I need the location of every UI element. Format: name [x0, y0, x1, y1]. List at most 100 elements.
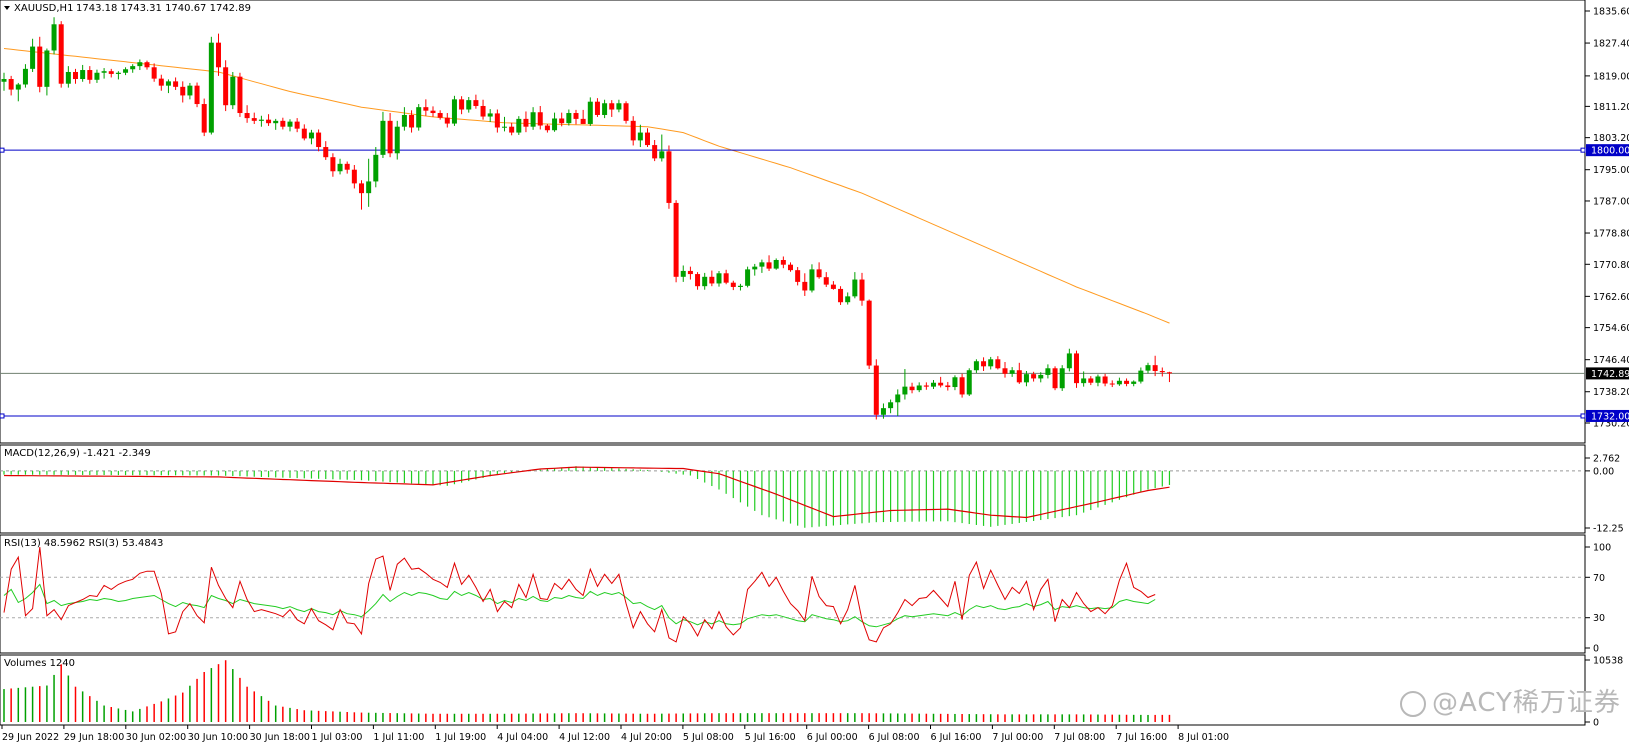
candle-body: [223, 67, 229, 106]
candle-body: [351, 169, 357, 184]
candle-body: [773, 259, 779, 269]
time-tick-label: 6 Jul 00:00: [807, 732, 858, 743]
candle-body: [537, 112, 543, 126]
candle-body: [938, 382, 944, 386]
candle-body: [630, 120, 636, 141]
candle-body: [108, 71, 114, 74]
candle-body: [451, 99, 457, 124]
candle-body: [137, 62, 143, 67]
candle-body: [151, 67, 157, 79]
time-axis: 29 Jun 2022 29 Jun 18:00 30 Jun 02:00 30 Ju…: [1, 725, 1229, 743]
candle-body: [1081, 378, 1087, 384]
candle-body: [1138, 370, 1144, 382]
candle-body: [423, 107, 429, 111]
volume-tick-label: 0: [1593, 718, 1599, 729]
price-tick-label: 1819.00: [1593, 71, 1629, 82]
candle-body: [737, 285, 743, 287]
candle-body: [609, 103, 615, 110]
level-handle-right: [1580, 147, 1586, 153]
candle-body: [323, 147, 329, 158]
candle-body: [409, 114, 415, 128]
rsi-tick-label: 100: [1593, 543, 1611, 554]
level-handle-left: [0, 413, 5, 419]
price-tick-label: 1778.80: [1593, 229, 1629, 240]
candle-body: [945, 385, 951, 388]
candle-body: [888, 402, 894, 409]
price-panel-frame: [0, 0, 1586, 444]
candle-body: [258, 119, 264, 121]
candle-body: [201, 104, 207, 133]
rsi-tick-label: 70: [1593, 573, 1605, 584]
candle-body: [1023, 374, 1029, 383]
candle-body: [559, 118, 565, 124]
candle-body: [80, 70, 86, 80]
candle-body: [1131, 381, 1137, 384]
candle-body: [266, 119, 272, 124]
time-tick-label: 29 Jun 18:00: [64, 732, 124, 743]
candle-body: [1002, 368, 1008, 374]
candle-body: [673, 202, 679, 277]
candle-body: [795, 270, 801, 282]
macd-tick-label: 0.00: [1593, 466, 1614, 477]
price-tick-label: 1827.40: [1593, 39, 1629, 50]
candle-body: [802, 281, 808, 291]
candle-body: [208, 42, 214, 133]
candle-body: [981, 361, 987, 367]
price-tick-label: 1795.00: [1593, 165, 1629, 176]
candle-body: [730, 282, 736, 287]
candle-body: [752, 266, 758, 270]
candle-body: [952, 377, 958, 388]
candle-body: [366, 181, 372, 194]
level-price-tag-label: 1732.00: [1591, 411, 1629, 422]
time-tick-label: 30 Jun 10:00: [188, 732, 248, 743]
volume-tick-label: 10538: [1593, 656, 1623, 667]
candle-body: [287, 121, 293, 127]
current-price-tag-label: 1742.89: [1591, 369, 1629, 380]
candle-body: [587, 101, 593, 124]
level-handle-left: [0, 147, 5, 153]
candle-body: [931, 382, 936, 387]
horizontal-levels-layer[interactable]: 1800.00 1732.00 1742.89: [0, 144, 1629, 422]
time-tick-label: 6 Jul 16:00: [931, 732, 982, 743]
candle-body: [359, 183, 364, 194]
time-tick-label: 8 Jul 01:00: [1178, 732, 1229, 743]
candle-body: [1116, 380, 1122, 385]
candle-body: [44, 50, 50, 87]
candle-body: [823, 277, 829, 285]
panel-frames: [0, 0, 1586, 726]
time-tick-label: 7 Jul 00:00: [992, 732, 1043, 743]
price-tick-label: 1787.00: [1593, 196, 1629, 207]
candle-body: [101, 71, 107, 73]
time-tick-label: 6 Jul 08:00: [869, 732, 920, 743]
candle-body: [115, 72, 121, 74]
candle-body: [502, 126, 507, 128]
candle-body: [659, 151, 665, 159]
candle-body: [459, 99, 465, 110]
candle-body: [466, 100, 472, 110]
candle-body: [123, 69, 129, 73]
candle-body: [144, 62, 150, 68]
candle-body: [1009, 370, 1015, 374]
candle-body: [1074, 353, 1079, 384]
macd-signal-line: [3, 466, 1170, 519]
volumes-label: Volumes 1240: [4, 658, 75, 669]
candle-body: [759, 262, 765, 267]
price-tick-label: 1746.40: [1593, 355, 1629, 366]
macd-panel-frame: [0, 444, 1586, 534]
candle-body: [1088, 378, 1094, 383]
candle-body: [838, 288, 844, 303]
candle-body: [745, 269, 751, 286]
candle-body: [401, 114, 407, 127]
candle-body: [380, 120, 386, 155]
time-tick-label: 5 Jul 16:00: [745, 732, 796, 743]
candle-body: [130, 66, 136, 70]
time-tick-label: 4 Jul 04:00: [497, 732, 548, 743]
candle-body: [1, 79, 7, 82]
triangle-down-icon[interactable]: [4, 6, 10, 10]
candle-body: [480, 105, 486, 117]
candle-body: [573, 113, 579, 119]
candle-body: [437, 113, 443, 118]
moving-average-line: [3, 48, 1170, 324]
candle-body: [1095, 376, 1101, 383]
